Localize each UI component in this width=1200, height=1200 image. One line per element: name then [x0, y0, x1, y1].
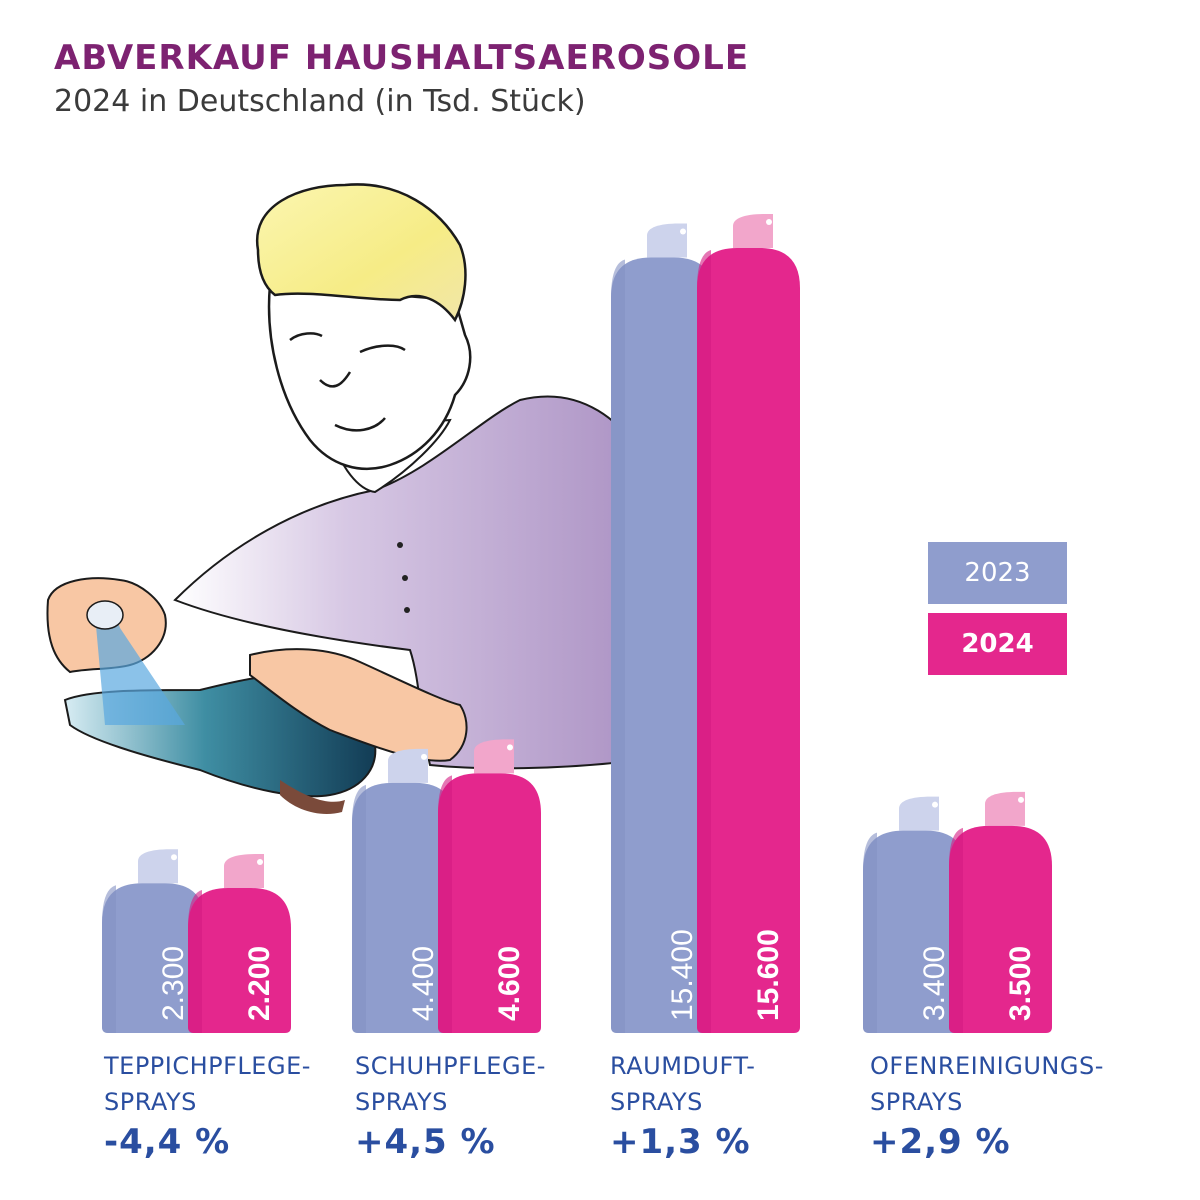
category-label-line1: TEPPICHPFLEGE-: [104, 1052, 311, 1080]
value-label: 15.400: [666, 929, 699, 1021]
bar-2023-1: 4.400: [352, 748, 455, 1033]
value-label: 3.400: [918, 946, 951, 1021]
can-nozzle: [171, 854, 177, 861]
can-cap: [224, 854, 264, 888]
legend-2024: 2024: [928, 613, 1067, 675]
can-shade: [438, 775, 452, 1033]
category-label-line2: SPRAYS: [355, 1088, 448, 1116]
bar-group: 2.300 2.200 4.400 4.600 15.400 15.600 3.400 3.5…: [102, 214, 1052, 1033]
can-body: [697, 248, 800, 1033]
can-nozzle: [766, 219, 772, 225]
can-body: [949, 825, 1052, 1033]
bar-2023-0: 2.300: [102, 849, 205, 1033]
category-label-line2: SPRAYS: [870, 1088, 963, 1116]
change-percent: +1,3 %: [610, 1122, 751, 1162]
can-shade: [102, 885, 116, 1033]
value-label: 2.200: [243, 946, 276, 1021]
bar-2023-2: 15.400: [611, 223, 714, 1033]
value-label: 2.300: [157, 946, 190, 1021]
can-body: [611, 257, 714, 1033]
can-body: [102, 883, 205, 1033]
bar-2024-0: 2.200: [188, 854, 291, 1033]
can-body: [863, 830, 966, 1033]
category-raumduft: RAUMDUFT- SPRAYS +1,3 %: [610, 1048, 755, 1160]
shirt-buttons: [397, 542, 410, 613]
face-shape: [267, 283, 472, 470]
category-label-line2: SPRAYS: [104, 1088, 197, 1116]
chart-subtitle: 2024 in Deutschland (in Tsd. Stück): [54, 84, 586, 119]
value-label: 3.500: [1004, 946, 1037, 1021]
can-cap: [985, 791, 1025, 826]
can-shade: [352, 784, 366, 1033]
illustration-man-cleaning-shoe: [46, 183, 662, 815]
spray-cone: [95, 613, 185, 725]
can-cap: [388, 748, 428, 783]
category-teppichpflege: TEPPICHPFLEGE- SPRAYS -4,4 %: [104, 1048, 311, 1160]
can-shade: [863, 832, 877, 1033]
category-label-line1: SCHUHPFLEGE-: [355, 1052, 546, 1080]
can-shade: [188, 890, 202, 1033]
category-label-line1: OFENREINIGUNGS-: [870, 1052, 1104, 1080]
spray-can-top: [86, 600, 124, 630]
value-label: 15.600: [752, 929, 785, 1021]
left-hand: [249, 648, 468, 762]
can-body: [438, 773, 541, 1033]
can-nozzle: [421, 753, 427, 760]
can-body: [188, 888, 291, 1033]
can-cap: [733, 214, 773, 248]
can-cap: [474, 739, 514, 774]
category-schuhpflege: SCHUHPFLEGE- SPRAYS +4,5 %: [355, 1048, 546, 1160]
can-nozzle: [257, 859, 263, 865]
legend-2023: 2023: [928, 542, 1067, 604]
can-cap: [899, 796, 939, 831]
can-nozzle: [507, 744, 513, 751]
can-cap: [647, 223, 687, 258]
category-label-line2: SPRAYS: [610, 1088, 703, 1116]
can-nozzle: [1018, 796, 1024, 803]
bar-2024-2: 15.600: [697, 214, 800, 1033]
can-shade: [611, 259, 625, 1033]
bar-2023-3: 3.400: [863, 796, 966, 1033]
can-nozzle: [680, 228, 686, 235]
can-cap: [138, 849, 178, 884]
hair-shape: [255, 183, 467, 323]
change-percent: +2,9 %: [870, 1122, 1011, 1162]
chart-title: ABVERKAUF HAUSHALTSAEROSOLE: [54, 38, 750, 78]
value-label: 4.400: [407, 946, 440, 1021]
can-body: [352, 782, 455, 1033]
can-shade: [949, 827, 963, 1033]
bar-2024-3: 3.500: [949, 791, 1052, 1033]
can-shade: [697, 250, 711, 1033]
category-label-line1: RAUMDUFT-: [610, 1052, 756, 1080]
category-ofenreinigung: OFENREINIGUNGS- SPRAYS +2,9 %: [870, 1048, 1104, 1160]
value-label: 4.600: [493, 946, 526, 1021]
can-nozzle: [932, 801, 938, 808]
change-percent: -4,4 %: [104, 1122, 231, 1162]
change-percent: +4,5 %: [355, 1122, 496, 1162]
bar-2024-1: 4.600: [438, 739, 541, 1033]
